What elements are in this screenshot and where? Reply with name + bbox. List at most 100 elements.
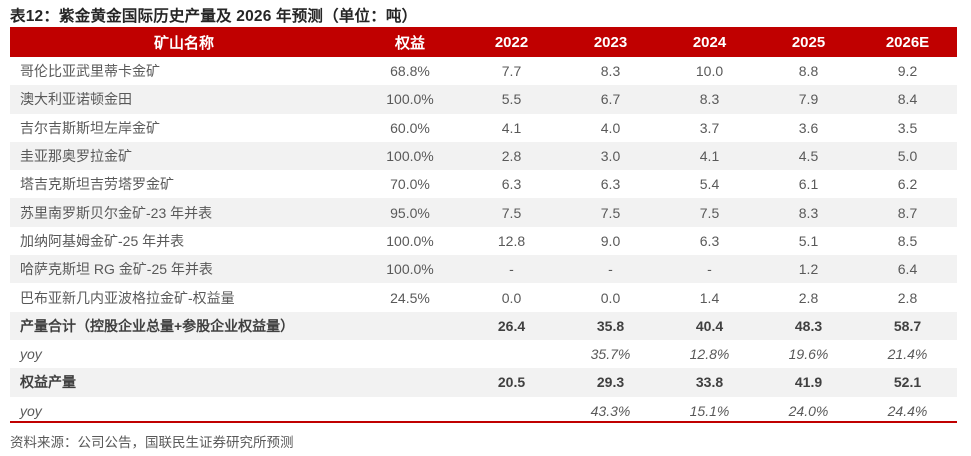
value-cell: 12.8% [689,346,730,363]
value-cell: 20.5 [462,368,561,397]
header-cell: 2026E [858,27,957,57]
value-cell: 15.1% [689,402,730,419]
table-row: 吉尔吉斯斯坦左岸金矿 60.0% 4.1 4.0 3.7 3.6 3.5 [10,114,957,142]
equity-cell: 100.0% [358,255,462,284]
header-cell: 权益 [358,27,462,57]
table-title: 表12：紫金黄金国际历史产量及 2026 年预测（单位：吨） [10,8,418,25]
value-cell: 5.5 [462,85,561,114]
equity-cell: 100.0% [358,141,462,171]
value-cell: 21.4% [887,346,928,363]
table-row: 塔吉克斯坦吉劳塔罗金矿 70.0% 6.3 6.3 5.4 6.1 6.2 [10,170,957,198]
value-cell: 3.7 [699,119,720,136]
value-cell: 12.8 [497,232,526,249]
value-cell: 9.0 [600,232,621,249]
mine-name-cell: 产量合计（控股企业总量+参股企业权益量） [10,311,358,340]
value-cell: 1.2 [759,255,858,284]
equity-cell: 100.0% [358,85,462,114]
value-cell: 5.0 [858,141,957,171]
equity-cell [358,368,462,397]
value-cell: 19.6% [788,346,829,363]
mine-name-cell: yoy [20,346,42,363]
mine-name-cell: 澳大利亚诺顿金田 [10,85,358,114]
equity-cell: 24.5% [390,289,430,306]
table-header: 矿山名称 权益 2022 2023 2024 2025 2026E [10,27,957,57]
equity-cell: 70.0% [390,176,430,193]
equity-cell [358,311,462,340]
table-row: yoy 35.7% 12.8% 19.6% 21.4% [10,340,957,368]
value-cell [462,340,561,368]
value-cell: 35.8 [561,311,660,340]
value-cell: 4.1 [501,119,522,136]
value-cell: 58.7 [858,311,957,340]
header-cell: 2022 [462,27,561,57]
value-cell: 6.3 [501,176,522,193]
value-cell: - [660,255,759,284]
value-cell: 40.4 [660,311,759,340]
value-cell: 8.7 [858,198,957,227]
value-cell: 10.0 [695,63,724,80]
value-cell: 4.0 [600,119,621,136]
value-cell: 5.1 [798,232,819,249]
value-cell: 29.3 [561,368,660,397]
value-cell: 6.3 [600,176,621,193]
value-cell: 24.0% [788,402,829,419]
value-cell: 6.4 [858,255,957,284]
value-cell: 2.8 [798,289,819,306]
value-cell: 26.4 [462,311,561,340]
value-cell: 33.8 [660,368,759,397]
mine-name-cell: 苏里南罗斯贝尔金矿-23 年并表 [10,198,358,227]
mine-name-cell: 加纳阿基姆金矿-25 年并表 [20,232,185,249]
value-cell: - [561,255,660,284]
value-cell: 0.0 [600,289,621,306]
header-cell: 2025 [759,27,858,57]
value-cell: 4.1 [660,141,759,171]
header-cell: 2023 [561,27,660,57]
production-table: 矿山名称 权益 2022 2023 2024 2025 2026E 哥伦比亚武里蒂卡金矿 68… [10,27,957,425]
value-cell: 5.4 [699,176,720,193]
value-cell: 8.5 [897,232,918,249]
value-cell: 6.3 [699,232,720,249]
table-row: 苏里南罗斯贝尔金矿-23 年并表 95.0% 7.5 7.5 7.5 8.3 8.7 [10,198,957,227]
table-row: 加纳阿基姆金矿-25 年并表 100.0% 12.8 9.0 6.3 5.1 8.5 [10,227,957,255]
value-cell: 8.3 [660,85,759,114]
value-cell: 6.7 [561,85,660,114]
table-row: 哈萨克斯坦 RG 金矿-25 年并表 100.0% - - -1.2 6.4 [10,255,957,284]
value-cell: 8.3 [759,198,858,227]
mine-name-cell: 权益产量 [10,368,358,397]
value-cell: 6.1 [798,176,819,193]
mine-name-cell: 塔吉克斯坦吉劳塔罗金矿 [20,176,174,193]
value-cell: 8.4 [858,85,957,114]
mine-name-cell: 巴布亚新几内亚波格拉金矿-权益量 [20,289,235,306]
value-cell: 0.0 [501,289,522,306]
table-body: 哥伦比亚武里蒂卡金矿 68.8% 7.7 8.3 10.0 8.8 9.2 澳大利亚诺顿金田 1… [10,57,957,425]
value-cell: 9.2 [897,63,918,80]
table-row: 澳大利亚诺顿金田 100.0% 5.5 6.7 8.3 7.9 8.4 [10,85,957,114]
mine-name-cell: 哥伦比亚武里蒂卡金矿 [20,63,160,80]
header-row: 矿山名称 权益 2022 2023 2024 2025 2026E [10,27,957,57]
value-cell: 4.5 [759,141,858,171]
value-cell: 6.2 [897,176,918,193]
value-cell: 41.9 [759,368,858,397]
value-cell: 1.4 [699,289,720,306]
mine-name-cell: 吉尔吉斯斯坦左岸金矿 [20,119,160,136]
value-cell: 7.5 [462,198,561,227]
equity-cell [358,340,462,368]
value-cell: 2.8 [462,141,561,171]
table-row: 圭亚那奥罗拉金矿 100.0% 2.8 3.0 4.1 4.5 5.0 [10,141,957,171]
table-row: 权益产量 20.5 29.3 33.8 41.9 52.1 [10,368,957,397]
value-cell: - [462,255,561,284]
equity-cell: 100.0% [386,232,434,249]
table-row: 产量合计（控股企业总量+参股企业权益量） 26.4 35.8 40.4 48.3 58.7 [10,311,957,340]
value-cell: 3.5 [897,119,918,136]
value-cell: 48.3 [759,311,858,340]
value-cell: 35.7% [590,346,631,363]
value-cell: 8.8 [798,63,819,80]
table-row: 巴布亚新几内亚波格拉金矿-权益量 24.5% 0.0 0.0 1.4 2.8 2.8 [10,283,957,311]
source-note: 资料来源：公司公告，国联民生证券研究所预测 [10,435,294,450]
mine-name-cell: 哈萨克斯坦 RG 金矿-25 年并表 [10,255,358,284]
value-cell: 43.3% [590,402,631,419]
equity-cell: 68.8% [390,63,430,80]
value-cell: 3.0 [561,141,660,171]
equity-cell: 95.0% [358,198,462,227]
